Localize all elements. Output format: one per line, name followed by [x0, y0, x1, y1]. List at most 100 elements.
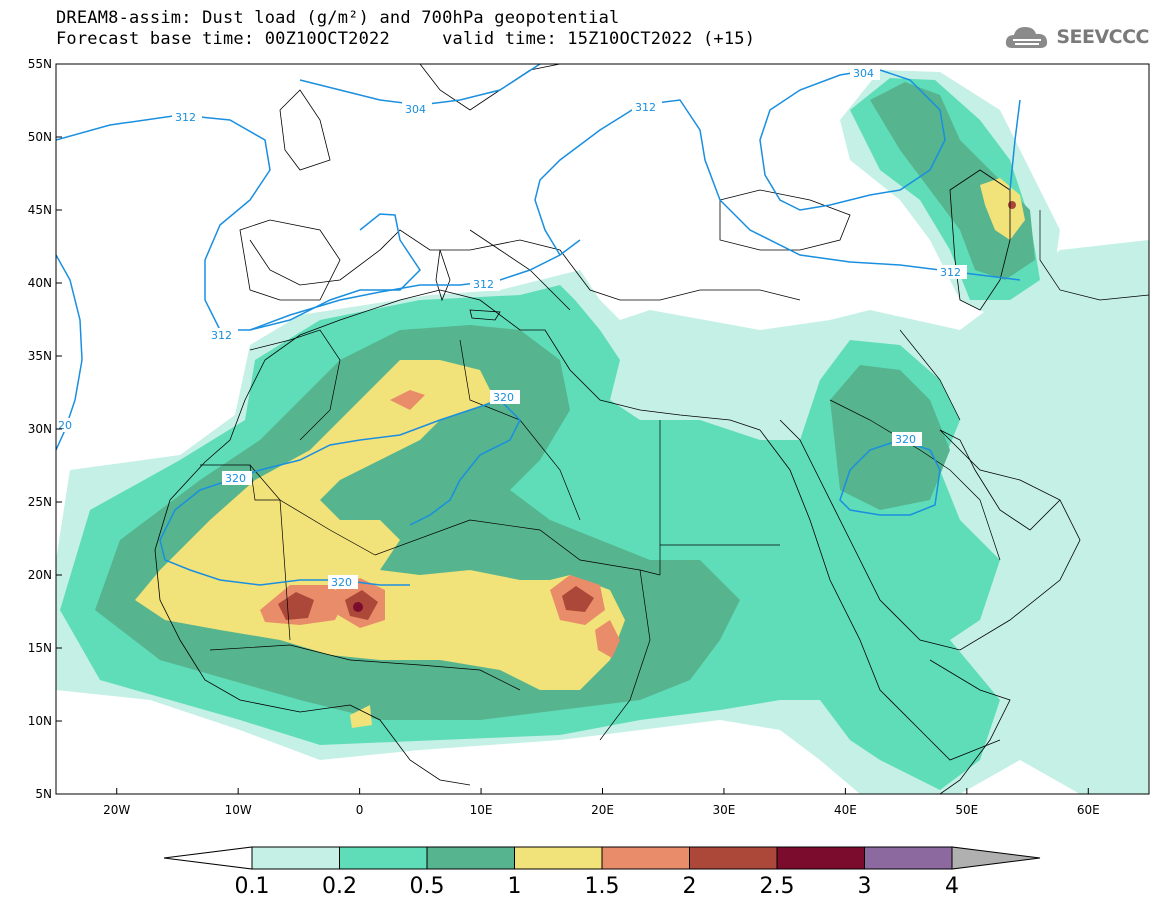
dust-area-0.5-east: [830, 365, 950, 510]
colorbar-label: 2: [683, 874, 697, 899]
colorbar-segment: [251, 846, 340, 870]
coast-horn: [929, 659, 1011, 794]
contour-labels: 312 304 312 304 312 312 312 320 320 320 …: [57, 66, 967, 589]
lat-tick-label: 5N: [35, 787, 52, 801]
contour-label-3: 312: [632, 100, 662, 114]
coast-gulf: [939, 429, 1061, 531]
colorbar-label: 1.5: [585, 874, 620, 899]
dust-area-2.5-ne: [1008, 201, 1016, 209]
border-nigeria: [349, 659, 521, 691]
colorbar-label: 2.5: [760, 874, 795, 899]
colorbar-label: 0.5: [410, 874, 445, 899]
contour-label-2: 304: [402, 102, 432, 116]
svg-text:320: 320: [331, 576, 352, 589]
contour-label-4: 304: [850, 66, 880, 80]
lat-tick-label: 20N: [28, 568, 52, 582]
lon-tick-label: 20W: [103, 803, 130, 817]
contour-label-11: 320: [892, 432, 922, 446]
svg-text:312: 312: [211, 329, 232, 342]
colorbar-segment: [689, 846, 778, 870]
svg-text:20: 20: [58, 419, 72, 432]
colorbar: 0.1 0.2 0.5 1 1.5 2 2.5 3 4: [163, 846, 1041, 899]
contour-label-6: 312: [470, 277, 500, 291]
lon-tick-label: 40E: [834, 803, 857, 817]
coast-europe: [249, 229, 801, 301]
border-mauritania: [200, 464, 291, 641]
coast-arabia: [779, 419, 1081, 651]
colorbar-segment: [864, 846, 953, 870]
lon-tick-label: 30E: [713, 803, 736, 817]
lat-tick-label: 40N: [28, 276, 52, 290]
coast-scandinavia: [419, 64, 561, 111]
lon-tick-label: 0: [356, 803, 364, 817]
lat-tick-label: 50N: [28, 130, 52, 144]
lat-tick-label: 45N: [28, 203, 52, 217]
contour-label-1: 312: [172, 110, 202, 124]
colorbar-segment: [601, 846, 690, 870]
lon-tick-label: 10E: [470, 803, 493, 817]
lon-tick-label: 60E: [1077, 803, 1100, 817]
svg-text:304: 304: [405, 103, 426, 116]
contour-label-12: 20: [57, 418, 75, 432]
contour-label-8: 320: [490, 390, 520, 404]
lat-tick-label: 55N: [28, 57, 52, 71]
dust-load-fill: [56, 70, 1149, 794]
contour-312-ne: [1009, 99, 1021, 191]
coast-iberia: [239, 219, 341, 301]
seevccc-logo: SEEVCCC: [1004, 22, 1149, 52]
border-chad-sudan: [599, 569, 651, 741]
border-mali-burkina: [209, 644, 351, 661]
border-algeria-mali: [249, 464, 376, 556]
contour-312-west-b: [249, 213, 421, 331]
border-iraq-iran: [899, 329, 961, 421]
svg-text:312: 312: [473, 278, 494, 291]
lat-tick-label: 25N: [28, 495, 52, 509]
colorbar-label: 3: [858, 874, 872, 899]
dust-area-1-lake: [350, 705, 372, 728]
contour-312-europe: [534, 99, 1021, 281]
contour-label-9: 320: [222, 471, 252, 485]
border-kazakh: [1039, 210, 1149, 301]
lon-tick-label: 50E: [955, 803, 978, 817]
svg-text:320: 320: [225, 472, 246, 485]
lon-tick-label: 20E: [591, 803, 614, 817]
logo-text: SEEVCCC: [1056, 26, 1149, 48]
dust-area-3: [353, 602, 363, 612]
title-line-1: DREAM8-assim: Dust load (g/m²) and 700hP…: [56, 8, 620, 28]
lat-tick-label: 10N: [28, 714, 52, 728]
border-morocco: [249, 329, 341, 441]
svg-text:312: 312: [175, 111, 196, 124]
coast-west-africa: [154, 289, 471, 786]
svg-text:304: 304: [853, 67, 874, 80]
lon-axis: 20W 10W 0 10E 20E 30E 40E 50E 60E: [103, 788, 1100, 817]
lat-axis: 55N 50N 45N 40N 35N 30N 25N 20N 15N 10N 5N: [28, 57, 62, 801]
dust-area-0.5-ne: [870, 82, 1035, 280]
colorbar-label: 0.1: [235, 874, 270, 899]
colorbar-segment: [514, 846, 603, 870]
cloud-logo-icon: [1006, 27, 1048, 48]
colorbar-label: 0.2: [322, 874, 357, 899]
colorbar-segment: [426, 846, 515, 870]
contour-label-7: 312: [208, 328, 238, 342]
lat-tick-label: 30N: [28, 422, 52, 436]
colorbar-under-triangle: [163, 846, 253, 870]
contour-320-north: [229, 399, 521, 526]
coast-britain: [279, 89, 331, 171]
dust-area-1: [135, 360, 625, 690]
colorbar-segment: [339, 846, 428, 870]
coast-mediterranean-islands: [435, 249, 501, 321]
coastlines: [154, 64, 1081, 794]
dust-area-2-c: [562, 586, 594, 612]
contour-304-north: [299, 64, 541, 106]
coast-red-sea: [759, 429, 1001, 761]
lon-tick-label: 10W: [225, 803, 252, 817]
lat-tick-label: 35N: [28, 349, 52, 363]
svg-text:320: 320: [895, 433, 916, 446]
border-niger-chad: [374, 519, 661, 576]
svg-text:312: 312: [635, 101, 656, 114]
coast-north-africa: [439, 289, 761, 431]
colorbar-segment: [776, 846, 865, 870]
title-line-2: Forecast base time: 00Z10OCT2022 valid t…: [56, 29, 756, 49]
contour-320-east: [839, 439, 941, 516]
